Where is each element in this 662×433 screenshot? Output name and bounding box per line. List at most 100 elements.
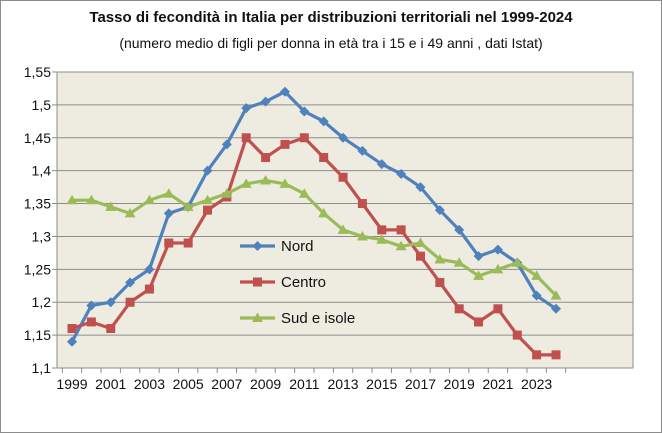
y-tick-label: 1,5 <box>32 97 52 113</box>
x-tick-label: 2013 <box>327 376 358 392</box>
data-point-sud-e-isole <box>202 194 214 205</box>
data-point-centro <box>338 172 348 182</box>
data-point-sud-e-isole <box>124 207 136 218</box>
legend-item-centro: Centro <box>240 274 326 291</box>
y-tick-label: 1,1 <box>32 360 52 376</box>
data-point-nord <box>318 116 329 127</box>
data-point-nord <box>473 251 484 262</box>
data-point-nord <box>434 205 445 216</box>
data-point-centro <box>261 153 271 163</box>
data-point-centro <box>67 324 77 334</box>
data-point-sud-e-isole <box>395 240 407 251</box>
data-point-centro <box>357 199 367 209</box>
data-point-nord <box>357 145 368 156</box>
data-point-nord <box>454 224 465 235</box>
gridlines <box>57 71 633 336</box>
data-point-nord <box>86 300 97 311</box>
data-point-centro <box>106 324 116 334</box>
data-point-sud-e-isole <box>356 230 368 241</box>
data-point-nord <box>279 86 290 97</box>
data-point-centro <box>474 317 484 327</box>
data-point-centro <box>435 277 445 287</box>
y-tick-label: 1,15 <box>24 327 51 343</box>
y-tick-label: 1,2 <box>32 294 52 310</box>
legend-marker <box>252 241 263 251</box>
data-point-sud-e-isole <box>182 201 194 211</box>
data-point-sud-e-isole <box>511 257 523 267</box>
data-point-centro <box>377 225 387 235</box>
series-centro <box>67 133 561 360</box>
data-point-sud-e-isole <box>550 290 562 300</box>
data-point-centro <box>86 317 96 327</box>
data-point-sud-e-isole <box>221 188 233 198</box>
data-point-nord <box>338 132 349 143</box>
x-tick-label: 2021 <box>482 376 513 392</box>
data-point-centro <box>144 284 154 294</box>
x-tick-label: 2005 <box>173 376 204 392</box>
data-point-sud-e-isole <box>66 194 78 205</box>
data-point-nord <box>299 106 310 117</box>
data-point-sud-e-isole <box>298 188 310 198</box>
data-point-sud-e-isole <box>376 234 388 244</box>
data-point-centro <box>164 238 174 248</box>
data-point-nord <box>531 290 542 301</box>
x-tick-label: 2001 <box>95 376 126 392</box>
data-point-centro <box>415 251 425 261</box>
data-point-sud-e-isole <box>143 194 155 205</box>
data-point-nord <box>551 303 561 314</box>
data-point-sud-e-isole <box>279 178 291 188</box>
data-point-sud-e-isole <box>260 175 272 185</box>
data-point-centro <box>512 330 522 340</box>
y-tick-label: 1,55 <box>24 64 51 80</box>
data-point-centro <box>493 304 503 314</box>
data-point-nord <box>202 165 213 176</box>
data-point-nord <box>163 208 174 219</box>
data-point-nord <box>105 297 116 308</box>
data-point-nord <box>125 277 136 288</box>
data-point-sud-e-isole <box>531 270 543 280</box>
legend-label: Sud e isole <box>281 310 355 327</box>
x-tick-label: 2003 <box>134 376 165 392</box>
y-tick-label: 1,25 <box>24 261 51 277</box>
data-point-centro <box>396 225 406 235</box>
axes: 1,1 1,15 1,2 1,25 1,3 1,35 1,4 1,45 1,5 1,55 1999 2… <box>24 64 567 392</box>
y-tick-label: 1,35 <box>24 196 51 212</box>
x-tick-label: 2007 <box>211 376 242 392</box>
data-point-sud-e-isole <box>240 178 252 188</box>
data-point-sud-e-isole <box>453 257 465 267</box>
x-tick-label: 2019 <box>444 376 475 392</box>
data-point-nord <box>415 182 426 193</box>
data-point-nord <box>67 336 77 347</box>
legend-label: Nord <box>281 238 314 255</box>
data-point-sud-e-isole <box>337 224 349 234</box>
data-point-sud-e-isole <box>473 270 485 280</box>
data-point-centro <box>532 350 542 360</box>
data-point-centro <box>299 133 309 143</box>
data-point-nord <box>241 103 252 114</box>
data-point-sud-e-isole <box>85 194 97 205</box>
chart-title: Tasso di fecondità in Italia per distrib… <box>89 9 573 26</box>
data-point-centro <box>551 350 561 360</box>
y-tick-label: 1,3 <box>32 228 52 244</box>
series-line-nord <box>70 90 557 343</box>
data-point-centro <box>183 238 193 248</box>
data-point-nord <box>260 96 271 107</box>
x-tick-label: 1999 <box>56 376 87 392</box>
data-point-nord <box>376 159 387 170</box>
x-tick-label: 2015 <box>366 376 397 392</box>
series-sud-e-isole <box>66 175 562 300</box>
y-tick-label: 1,45 <box>24 130 51 146</box>
x-tick-label: 2009 <box>250 376 281 392</box>
data-point-sud-e-isole <box>318 207 330 218</box>
data-point-sud-e-isole <box>105 201 117 211</box>
legend-marker <box>253 277 262 287</box>
data-point-centro <box>203 205 213 215</box>
plot-area <box>56 71 634 369</box>
legend-marker <box>252 312 263 322</box>
legend-item-sud-e-isole: Sud e isole <box>240 310 355 327</box>
x-tick-label: 2011 <box>289 376 319 392</box>
data-point-nord <box>221 139 232 150</box>
chart-subtitle: (numero medio di figli per donna in età … <box>119 35 543 51</box>
data-point-nord <box>492 244 503 255</box>
